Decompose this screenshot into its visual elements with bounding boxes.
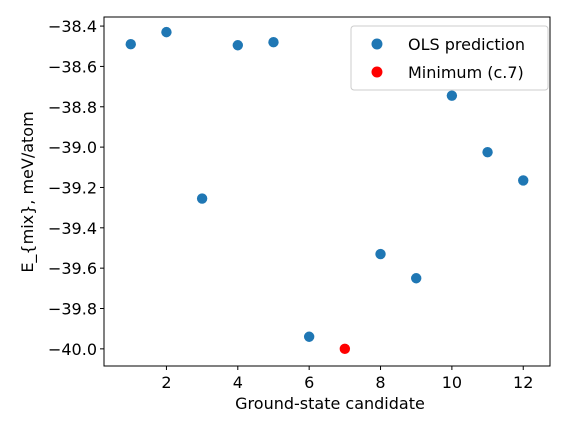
y-axis-ticks: −40.0 −39.8 −39.6 −39.4 −39.2 −39.0 −38.8 −38.6…: [48, 17, 104, 359]
legend-box: [350, 25, 549, 91]
x-axis-label: Ground-state candidate: [235, 394, 425, 413]
data-point: [482, 146, 493, 158]
data-point: [232, 40, 243, 51]
y-tick-label: −39.2: [48, 178, 97, 197]
minimum-point: [339, 343, 351, 355]
y-tick-label: −39.0: [48, 138, 97, 157]
data-point: [161, 26, 172, 38]
x-tick-label: 10: [442, 373, 462, 392]
data-point: [268, 37, 279, 48]
y-tick-label: −39.6: [48, 259, 97, 278]
data-point: [518, 175, 529, 186]
x-tick-label: 4: [233, 373, 243, 392]
y-axis-label: E_{mix}, meV/atom: [18, 111, 38, 272]
data-markers: [125, 26, 529, 355]
data-point: [446, 90, 458, 101]
legend-label-minimum: Minimum (c.7): [408, 63, 524, 82]
legend-marker-minimum: [371, 66, 383, 78]
x-axis-ticks: 2 4 6 8 10 12: [161, 366, 533, 392]
x-tick-label: 2: [161, 373, 171, 392]
x-tick-label: 12: [513, 373, 533, 392]
x-tick-label: 8: [375, 373, 385, 392]
data-point: [375, 248, 386, 260]
y-tick-label: −38.6: [48, 57, 97, 76]
data-point: [196, 193, 208, 204]
plot-area: [103, 16, 551, 367]
data-point: [411, 273, 422, 284]
data-point: [125, 39, 136, 50]
legend-label-ols: OLS prediction: [408, 35, 525, 54]
y-tick-label: −38.4: [48, 17, 97, 36]
y-tick-label: −40.0: [48, 340, 97, 359]
axes-frame: [103, 16, 551, 367]
y-tick-label: −38.8: [48, 98, 97, 117]
x-tick-label: 6: [304, 373, 314, 392]
y-tick-label: −39.8: [48, 300, 97, 319]
legend-marker-ols: [371, 38, 383, 50]
y-tick-label: −39.4: [48, 219, 97, 238]
data-point: [303, 331, 315, 342]
legend: OLS prediction Minimum (c.7): [350, 25, 549, 91]
